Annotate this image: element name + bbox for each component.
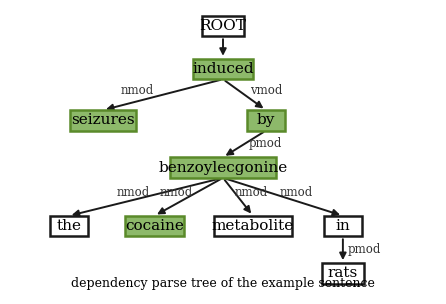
FancyBboxPatch shape bbox=[247, 110, 285, 131]
Text: metabolite: metabolite bbox=[212, 219, 294, 233]
FancyBboxPatch shape bbox=[170, 157, 276, 178]
Text: pmod: pmod bbox=[249, 137, 282, 150]
Text: the: the bbox=[56, 219, 81, 233]
Text: nmod: nmod bbox=[159, 186, 193, 199]
FancyBboxPatch shape bbox=[124, 216, 184, 237]
Text: in: in bbox=[335, 219, 350, 233]
Text: nmod: nmod bbox=[234, 186, 268, 199]
Text: ROOT: ROOT bbox=[199, 19, 247, 33]
Text: nmod: nmod bbox=[116, 186, 150, 199]
Text: nmod: nmod bbox=[279, 186, 312, 199]
FancyBboxPatch shape bbox=[202, 16, 244, 36]
Text: dependency parse tree of the example sentence: dependency parse tree of the example sen… bbox=[71, 278, 375, 290]
FancyBboxPatch shape bbox=[193, 59, 253, 79]
Text: vmod: vmod bbox=[250, 84, 282, 97]
Text: benzoylecgonine: benzoylecgonine bbox=[158, 161, 288, 174]
Text: by: by bbox=[256, 113, 275, 127]
Text: nmod: nmod bbox=[121, 84, 154, 97]
FancyBboxPatch shape bbox=[322, 263, 364, 284]
Text: seizures: seizures bbox=[71, 113, 135, 127]
Text: induced: induced bbox=[192, 62, 254, 76]
FancyBboxPatch shape bbox=[324, 216, 362, 237]
Text: cocaine: cocaine bbox=[125, 219, 184, 233]
FancyBboxPatch shape bbox=[70, 110, 136, 131]
Text: pmod: pmod bbox=[347, 243, 381, 256]
FancyBboxPatch shape bbox=[215, 216, 292, 237]
FancyBboxPatch shape bbox=[50, 216, 88, 237]
Text: rats: rats bbox=[328, 266, 358, 280]
